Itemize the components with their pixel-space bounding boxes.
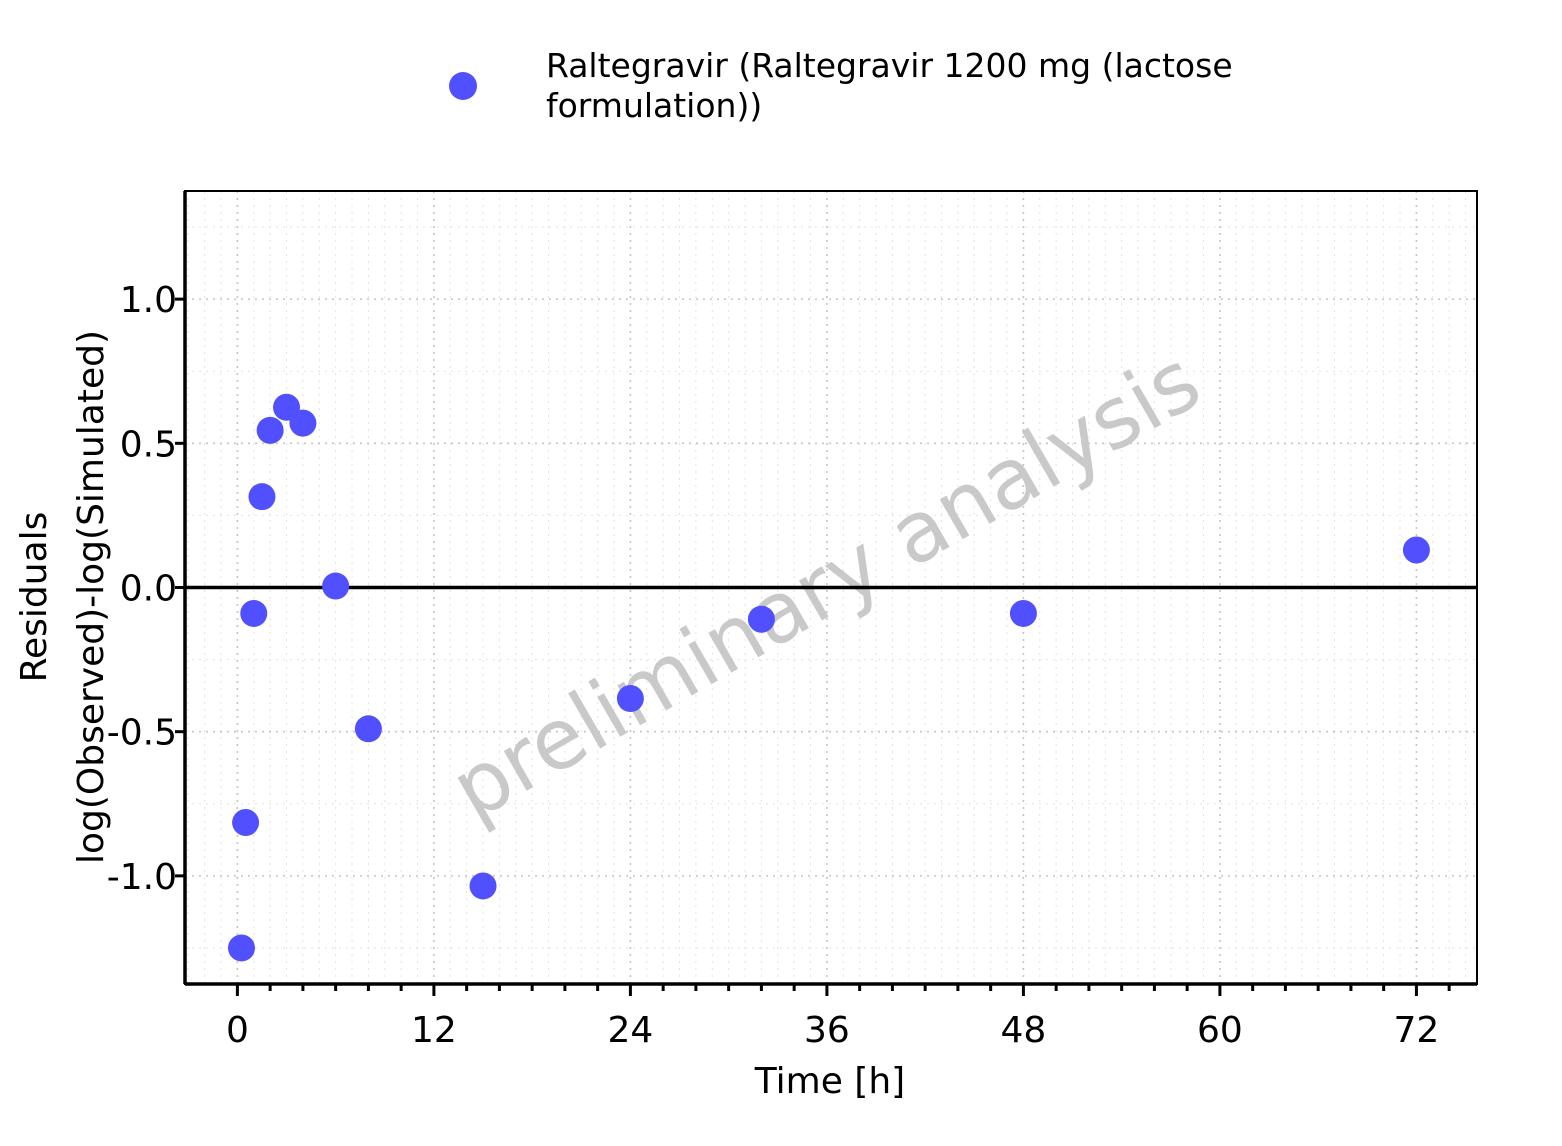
y-tick-label: 1.0 [120,280,177,321]
data-point [322,572,350,600]
data-point [227,934,255,962]
y-tick-label: -1.0 [107,857,177,898]
y-tick-label: 0.0 [120,569,177,610]
data-point [240,599,268,627]
legend-label-line1: Raltegravir (Raltegravir 1200 mg (lactos… [546,46,1233,85]
y-axis-title-line2: log(Observed)-log(Simulated) [71,330,112,864]
data-point [256,416,284,444]
data-point [616,685,644,713]
x-tick-label: 48 [1001,1010,1047,1051]
x-tick-label: 0 [226,1010,249,1051]
data-point [1402,536,1430,564]
y-tick-label: 0.5 [120,424,177,465]
y-axis-title-line1: Residuals [14,512,55,683]
data-point [1009,599,1037,627]
x-tick-label: 24 [607,1010,653,1051]
legend-label-line2: formulation)) [546,86,762,125]
legend-marker [449,72,477,100]
data-point [354,715,382,743]
y-axis-ticks: 1.0 0.5 0.0 -0.5 -1.0 [107,280,185,898]
data-point [469,872,497,900]
data-point [289,409,317,437]
x-tick-label: 72 [1394,1010,1440,1051]
data-point [747,605,775,633]
data-points [227,393,1430,962]
x-axis-ticks: 0 12 24 36 48 60 72 [226,984,1451,1051]
data-point [248,483,276,511]
data-point [232,809,260,837]
watermark-text: preliminary analysis [435,331,1216,839]
y-tick-label: -0.5 [107,713,177,754]
x-tick-label: 12 [411,1010,457,1051]
x-tick-label: 36 [804,1010,850,1051]
x-axis-title: Time [h] [754,1061,905,1102]
x-tick-label: 60 [1197,1010,1243,1051]
legend: Raltegravir (Raltegravir 1200 mg (lactos… [449,46,1233,125]
